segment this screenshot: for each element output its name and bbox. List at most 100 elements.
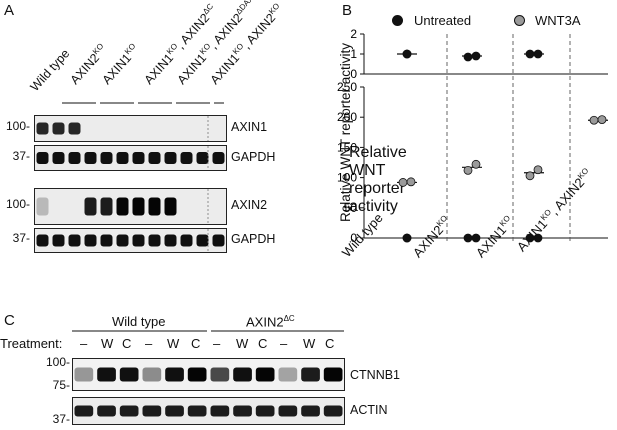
data-point [471,233,481,243]
blot-band [148,234,161,247]
blot-band [132,197,145,216]
blot-band [233,405,252,417]
blot-band [100,152,113,164]
y-tick-label: 250 [337,80,357,94]
y-tick-label: 150 [337,140,357,154]
blot-band [84,152,97,164]
blot-band [142,367,162,382]
blot-band [165,405,184,417]
blot-band [180,234,193,247]
treatment-lane-label: W [303,336,316,351]
blot-axin2 [34,188,227,225]
blot-band [187,367,207,382]
blot-band [187,405,207,417]
blot-band [210,405,230,417]
data-point [471,159,481,169]
blot-band [74,405,94,417]
treatment-lane-label: C [258,336,268,351]
blot-label: AXIN1 [231,120,268,134]
y-tick-label: 50 [344,201,358,215]
blot-band [116,197,129,216]
blot-band [74,367,94,382]
mw-marker: 100- [45,355,70,369]
group-label-axin2-sup: ΔC [283,314,295,323]
group-label-axin2-base: AXIN2 [246,314,284,330]
panel-c-letter: C [4,312,15,329]
blot-band [196,234,209,247]
blot-band [323,405,343,417]
blot-gapdh [34,145,227,171]
legend-marker-untreated [392,15,403,26]
blot-label: AXIN2 [231,198,268,212]
panel-a-lane-underlines [62,102,224,104]
data-point [533,49,543,59]
blot-band [210,367,230,382]
treatment-lane-label: W [236,336,249,351]
blot-label: CTNNB1 [350,368,401,382]
blot-band [132,234,145,247]
treatment-lane-label: C [325,336,335,351]
y-tick-label: 2 [350,27,357,41]
blot-band [52,152,65,164]
blot-band [301,367,320,382]
mw-marker: 100- [5,197,30,211]
blot-band [116,152,129,164]
group-label-axin2-dc: AXIN2ΔC [246,314,295,329]
blot-actin [72,397,345,425]
legend-label-untreated: Untreated [414,13,472,28]
blot-ctnnb1 [72,358,345,391]
data-point [533,165,543,175]
mw-marker: 37- [12,231,30,245]
blot-band [36,152,49,164]
blot-band [119,367,139,382]
blot-band [100,197,113,216]
blot-band [164,234,177,247]
blot-band [68,122,81,135]
y-tick-label: 0 [350,67,357,81]
blot-band [97,367,116,382]
blot-band [116,234,129,247]
data-point [463,165,473,175]
mw-marker: 37- [12,148,30,163]
panel-b-letter: B [342,2,353,19]
blot-gapdh [34,228,227,253]
blot-band [180,152,193,164]
y-tick-label: 100 [337,171,357,185]
blot-band [255,405,275,417]
blot-band [164,197,177,216]
blot-band [100,234,113,247]
data-point [525,171,535,181]
treatment-lane-label: C [191,336,201,351]
legend-marker-wnt3a [514,15,525,26]
legend-label-wnt3a: WNT3A [535,13,581,28]
y-tick-label: 0 [350,231,357,245]
blot-band [36,122,49,135]
blot-band [323,367,343,382]
blot-label: GAPDH [231,232,276,246]
blot-band [84,234,97,247]
blot-band [97,405,116,417]
y-tick-label: 1 [350,47,357,61]
blot-band [233,367,252,382]
group-label-wild-type: Wild type [112,314,166,329]
blot-band [255,367,275,382]
blot-band [148,152,161,164]
mw-marker: 37- [52,412,70,426]
blot-band [36,234,49,247]
blot-band [119,405,139,417]
treatment-lane-label: – [280,336,288,351]
blot-band [278,367,298,382]
blot-axin1 [34,115,227,142]
data-point [402,49,412,59]
treatment-lane-label: – [213,336,221,351]
blot-band [165,367,184,382]
blot-band [68,234,81,247]
blot-label: ACTIN [350,403,388,417]
treatment-lane-label: W [101,336,114,351]
blot-band [212,152,225,164]
blot-band [36,197,49,216]
data-point [533,233,543,243]
blot-band [132,152,145,164]
